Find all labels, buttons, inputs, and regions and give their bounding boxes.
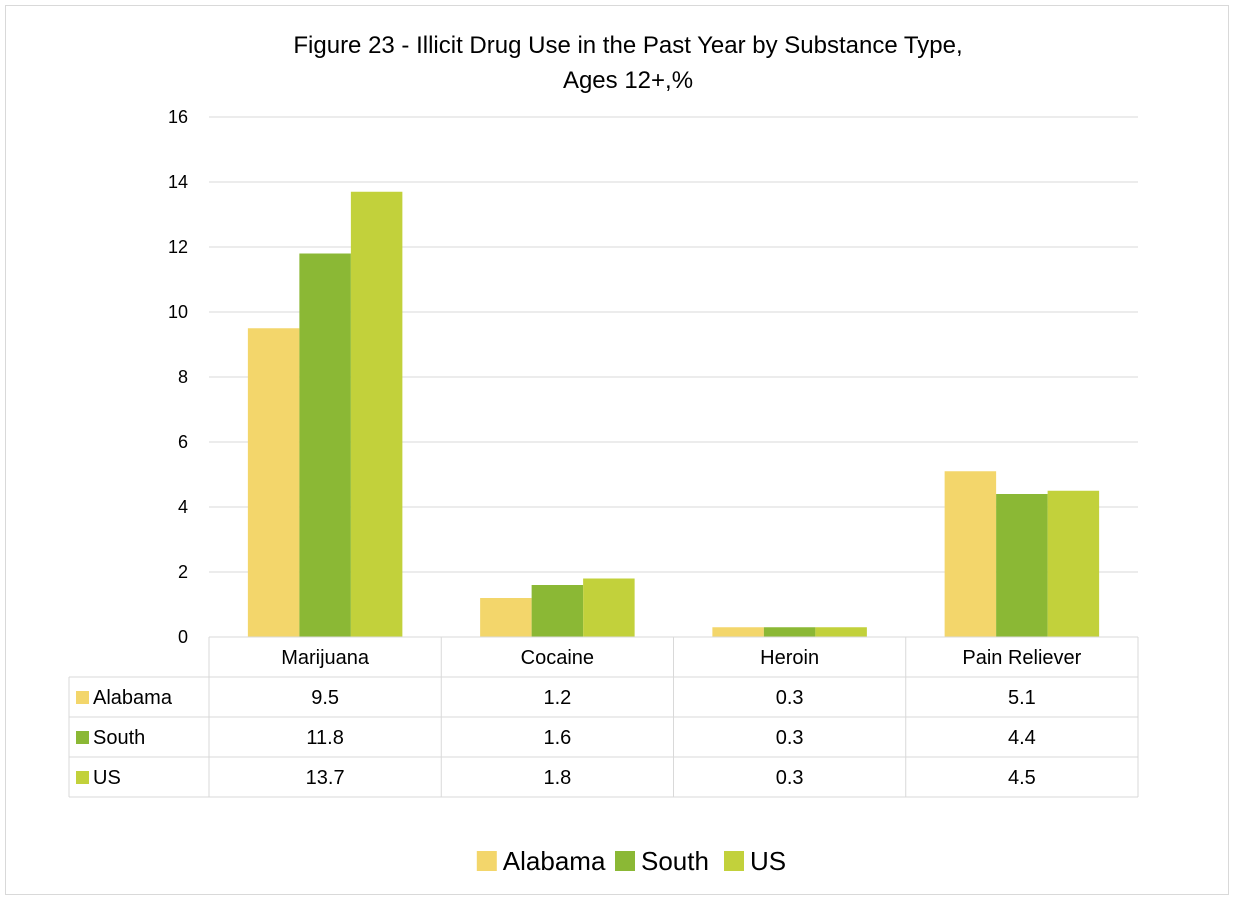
table-legend-key	[76, 771, 89, 784]
table-cell-value: 1.2	[543, 687, 571, 709]
y-tick-label: 6	[178, 432, 188, 452]
table-cell-value: 11.8	[306, 727, 343, 749]
y-tick-label: 10	[168, 302, 188, 322]
y-tick-label: 4	[178, 497, 188, 517]
chart-frame: Figure 23 - Illicit Drug Use in the Past…	[5, 5, 1229, 895]
table-cell-value: 4.4	[1008, 727, 1036, 749]
bar-us-marijuana	[350, 191, 403, 637]
bar-alabama-marijuana	[247, 328, 300, 637]
table-cell-value: 1.8	[543, 767, 571, 789]
table-cell-value: 5.1	[1008, 687, 1036, 709]
data-table: Marijuana Cocaine Heroin Pain Reliever Alaba…	[68, 636, 1139, 798]
bar-us-cocaine	[583, 578, 635, 637]
bar-south-pain-reliever	[996, 494, 1048, 637]
x-category-label: Pain Reliever	[962, 647, 1081, 669]
table-cell-value: 9.5	[311, 687, 339, 709]
legend: Alabama South US	[476, 846, 786, 876]
bar-south-heroin	[763, 627, 816, 637]
table-series-label: Alabama	[93, 687, 173, 709]
table-cell-value: 13.7	[306, 767, 345, 789]
y-axis-ticks: 0 2 4 6 8 10 12 14 16	[168, 107, 188, 647]
table-cell-value: 0.3	[776, 727, 804, 749]
y-tick-label: 12	[168, 237, 188, 257]
y-tick-label: 0	[178, 627, 188, 647]
table-legend-key	[76, 691, 89, 704]
bar-alabama-heroin	[712, 627, 764, 637]
bar-us-heroin	[815, 627, 867, 637]
y-tick-label: 8	[178, 367, 188, 387]
chart-title-group: Figure 23 - Illicit Drug Use in the Past…	[293, 32, 962, 94]
bar-south-marijuana	[299, 253, 351, 637]
legend-label: Alabama	[503, 846, 606, 876]
bar-south-cocaine	[531, 585, 584, 637]
bars	[247, 191, 1100, 637]
table-cell-value: 1.6	[543, 727, 571, 749]
y-tick-label: 16	[168, 107, 188, 127]
x-category-label: Heroin	[760, 647, 819, 669]
table-cell-value: 0.3	[776, 767, 804, 789]
table-series-label: South	[93, 727, 145, 749]
chart-canvas: Figure 23 - Illicit Drug Use in the Past…	[68, 32, 1139, 876]
legend-swatch	[724, 851, 744, 871]
legend-label: US	[750, 846, 786, 876]
table-legend-key	[76, 731, 89, 744]
chart-subtitle: Ages 12+,%	[563, 67, 693, 94]
x-category-label: Marijuana	[281, 647, 370, 669]
legend-swatch	[615, 851, 635, 871]
x-category-label: Cocaine	[521, 647, 594, 669]
bar-alabama-pain-reliever	[944, 471, 997, 637]
table-cell-value: 0.3	[776, 687, 804, 709]
bar-alabama-cocaine	[480, 598, 532, 637]
table-cell-value: 4.5	[1008, 767, 1036, 789]
table-series-label: US	[93, 767, 121, 789]
y-tick-label: 14	[168, 172, 188, 192]
y-tick-label: 2	[178, 562, 188, 582]
legend-swatch	[476, 851, 497, 871]
chart-title: Figure 23 - Illicit Drug Use in the Past…	[293, 32, 962, 59]
legend-label: South	[641, 846, 709, 876]
bar-us-pain-reliever	[1047, 490, 1100, 637]
